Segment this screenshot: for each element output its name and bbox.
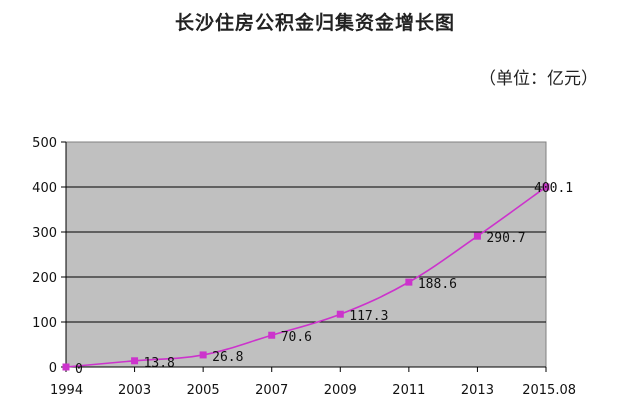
y-tick-label: 300 [32,226,57,241]
axes [65,142,546,368]
data-point [131,357,139,365]
data-label: 400.1 [534,181,573,196]
y-tick-label: 0 [49,361,57,376]
data-labels: 0 13.8 26.8 70.6 117.3 188.6 290.7 400.1 [75,181,573,377]
y-tick-label: 200 [32,271,57,286]
data-point [542,183,550,191]
data-point [268,331,276,339]
x-tick-label: 1994 [50,383,83,398]
data-label: 0 [75,362,83,377]
y-tick-label: 100 [32,316,57,331]
unit-label: （单位：亿元） [479,69,598,89]
x-tick-label: 2013 [461,383,494,398]
x-tick-label: 2005 [187,383,220,398]
x-tick-label: 2015.08 [522,383,576,398]
x-tick-label: 2003 [118,383,151,398]
data-label: 26.8 [212,350,243,365]
data-label: 117.3 [349,309,388,324]
y-tick-labels: 0 100 200 300 400 500 [32,136,66,376]
chart-title: 长沙住房公积金归集资金增长图 [174,12,455,34]
series-points [62,183,550,371]
data-point [405,278,413,286]
data-point [336,310,344,318]
plot-area [65,141,547,368]
data-label: 70.6 [281,330,312,345]
x-tick-label: 2011 [392,383,425,398]
data-point [62,363,70,371]
data-label: 290.7 [486,231,525,246]
data-label: 13.8 [144,356,175,371]
data-point [473,232,481,240]
data-point [199,351,207,359]
x-tick-label: 2009 [324,383,357,398]
x-tick-labels: 1994 2003 2005 2007 2009 2011 2013 2015.08 [50,367,576,398]
x-tick-label: 2007 [255,383,288,398]
y-tick-label: 500 [32,136,57,151]
y-tick-label: 400 [32,181,57,196]
gridlines [66,186,546,323]
data-label: 188.6 [418,277,457,292]
